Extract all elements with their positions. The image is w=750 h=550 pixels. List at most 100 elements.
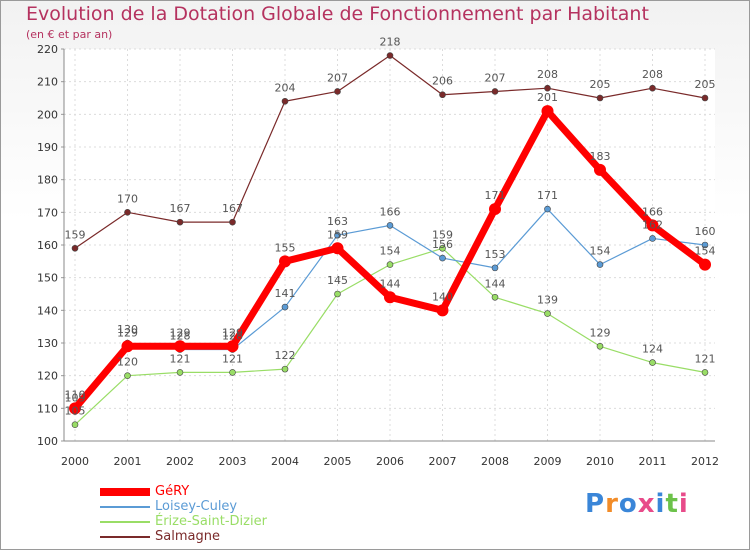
- chart-legend: GéRY Loisey-Culey Érize-Saint-Dizier Salmag…: [100, 484, 267, 544]
- series-1-label-7: 156: [432, 238, 453, 251]
- series-2-label-10: 129: [590, 326, 611, 339]
- series-2-point-5: [334, 290, 341, 298]
- series-3-label-8: 207: [485, 71, 506, 84]
- y-tick-label-4: 140: [37, 304, 58, 317]
- series-0-point-10: [594, 163, 606, 176]
- series-1-point-4: [281, 303, 289, 311]
- y-tick-label-11: 210: [37, 76, 58, 89]
- series-3-label-6: 218: [380, 36, 401, 49]
- series-0-label-2: 129: [170, 326, 191, 339]
- series-0-point-3: [226, 340, 239, 353]
- series-2-label-0: 105: [65, 405, 86, 418]
- series-3-label-2: 167: [170, 202, 191, 215]
- series-1-label-9: 171: [537, 189, 558, 202]
- series-1-point-10: [596, 261, 604, 268]
- series-3-label-1: 170: [117, 192, 138, 205]
- series-0-point-0: [69, 402, 81, 415]
- legend-item-0: GéRY: [100, 484, 267, 499]
- series-2-point-11: [649, 359, 656, 366]
- y-tick-label-3: 130: [37, 337, 58, 350]
- series-2-label-7: 159: [432, 228, 453, 241]
- series-2-label-12: 121: [695, 352, 716, 365]
- series-2-point-9: [544, 310, 551, 317]
- legend-label-0: GéRY: [155, 484, 190, 499]
- chart-subtitle: (en € et par an): [26, 28, 113, 41]
- series-0-point-1: [121, 340, 134, 353]
- series-3-point-10: [596, 94, 604, 102]
- legend-swatch-0: [100, 487, 150, 496]
- x-tick-label-6: 2006: [376, 455, 404, 468]
- series-3-point-12: [701, 94, 709, 102]
- series-2-label-11: 124: [642, 343, 663, 356]
- series-3-point-0: [71, 244, 79, 252]
- y-tick-label-1: 110: [37, 402, 58, 415]
- series-3-point-11: [649, 84, 656, 92]
- series-2-point-10: [596, 342, 604, 350]
- series-1-point-6: [386, 222, 394, 229]
- x-tick-label-1: 2001: [114, 455, 142, 468]
- x-tick-label-9: 2009: [534, 455, 562, 468]
- series-2-label-6: 154: [380, 245, 401, 258]
- y-tick-label-10: 200: [37, 108, 58, 121]
- series-1-point-8: [491, 264, 499, 272]
- series-3-label-0: 159: [65, 228, 86, 241]
- series-2-label-1: 120: [117, 356, 138, 369]
- series-1-point-11: [649, 235, 656, 242]
- series-1-point-7: [439, 254, 446, 262]
- x-tick-label-12: 2012: [691, 455, 719, 468]
- legend-swatch-1: [100, 505, 150, 508]
- series-1-label-6: 166: [380, 205, 401, 218]
- series-0-label-4: 155: [275, 241, 296, 254]
- series-2-label-9: 139: [537, 294, 558, 307]
- logo-letter-0: P: [585, 489, 606, 519]
- series-3-label-7: 206: [432, 75, 453, 88]
- series-2-point-2: [176, 369, 184, 376]
- legend-item-1: Loisey-Culey: [100, 499, 267, 514]
- series-1-label-4: 141: [275, 287, 296, 300]
- series-0-label-8: 171: [485, 189, 506, 202]
- series-0-point-4: [279, 255, 291, 268]
- legend-label-2: Érize-Saint-Dizier: [155, 514, 267, 529]
- chart-title: Evolution de la Dotation Globale de Fonc…: [26, 3, 649, 25]
- series-0-point-6: [384, 291, 396, 304]
- series-0-label-7: 140: [432, 290, 453, 303]
- series-0-point-8: [489, 203, 501, 216]
- series-1-label-8: 153: [485, 248, 506, 261]
- series-0-label-12: 154: [695, 245, 716, 258]
- series-0-label-6: 144: [380, 277, 401, 290]
- series-2-label-3: 121: [222, 352, 243, 365]
- series-1-label-10: 154: [590, 245, 611, 258]
- series-3-label-12: 205: [695, 78, 716, 91]
- x-tick-label-10: 2010: [586, 455, 614, 468]
- logo-letter-6: i: [678, 489, 689, 519]
- series-3-label-9: 208: [537, 68, 558, 81]
- logo-letter-4: i: [655, 489, 666, 519]
- legend-label-3: Salmagne: [155, 529, 220, 544]
- series-2-point-1: [124, 372, 131, 379]
- series-3-label-10: 205: [590, 78, 611, 91]
- series-0-label-5: 159: [327, 228, 348, 241]
- y-tick-label-2: 120: [37, 370, 58, 383]
- series-3-point-8: [491, 88, 499, 95]
- legend-swatch-3: [100, 535, 150, 538]
- x-tick-label-3: 2003: [219, 455, 247, 468]
- series-2-label-2: 121: [170, 352, 191, 365]
- series-2-point-6: [386, 261, 394, 268]
- series-3-label-4: 204: [275, 81, 296, 94]
- series-0-label-10: 183: [590, 150, 611, 163]
- series-3-point-7: [439, 91, 446, 99]
- x-tick-label-5: 2005: [324, 455, 352, 468]
- series-3-point-4: [281, 97, 289, 105]
- series-2-point-4: [281, 365, 289, 373]
- y-tick-label-7: 170: [37, 206, 58, 219]
- y-tick-label-0: 100: [37, 435, 58, 448]
- y-tick-label-9: 190: [37, 141, 58, 154]
- series-2-point-3: [229, 369, 236, 376]
- logo-letter-3: x: [637, 489, 656, 519]
- series-0-label-3: 129: [222, 326, 243, 339]
- series-2-label-4: 122: [275, 349, 296, 362]
- series-0-point-5: [331, 242, 344, 255]
- series-1-label-3: 128: [222, 330, 243, 343]
- series-2-label-8: 144: [485, 277, 506, 290]
